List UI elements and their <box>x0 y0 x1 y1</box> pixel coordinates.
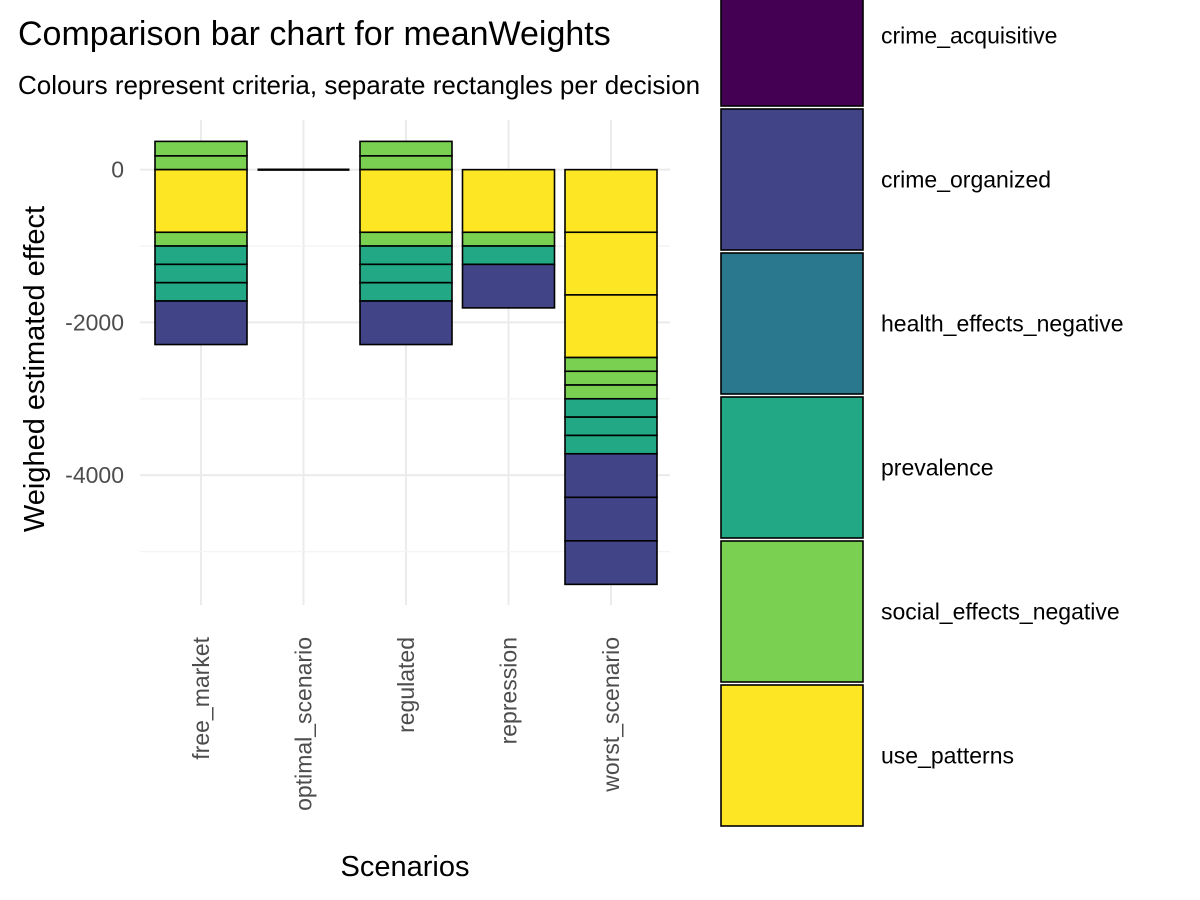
y-tick-label: 0 <box>111 157 124 183</box>
bar-segment-regulated <box>359 155 453 171</box>
y-tick-label: -2000 <box>65 309 124 335</box>
bar-segment-free_market <box>154 300 248 346</box>
x-tick-label: regulated <box>393 637 419 733</box>
bar-segment-regulated <box>359 300 453 346</box>
bar-segment-worst_scenario <box>564 540 658 586</box>
bar-segment-regulated <box>359 281 453 302</box>
bar-segment-free_market <box>154 155 248 171</box>
legend-label: use_patterns <box>881 743 1014 769</box>
y-axis-title: Weighed estimated effect <box>19 206 51 532</box>
bar-segment-worst_scenario <box>564 496 658 542</box>
bar-segment-worst_scenario <box>564 168 658 234</box>
bars-layer <box>154 140 658 586</box>
bar-segment-worst_scenario <box>564 397 658 418</box>
bar-segment-free_market <box>154 263 248 284</box>
bar-segment-free_market <box>154 140 248 157</box>
legend-label: health_effects_negative <box>881 311 1124 337</box>
bar-segment-free_market <box>154 245 248 266</box>
legend-swatch <box>720 396 864 539</box>
bar-segment-regulated <box>359 231 453 247</box>
y-tick-label: -4000 <box>65 462 124 488</box>
bar-segment-regulated <box>359 263 453 284</box>
bar-segment-worst_scenario <box>564 231 658 296</box>
legend-label: prevalence <box>881 455 994 481</box>
legend-label: crime_acquisitive <box>881 23 1057 49</box>
legend-label: crime_organized <box>881 167 1051 193</box>
bar-segment-free_market <box>154 281 248 302</box>
x-tick-label: free_market <box>188 636 214 759</box>
bar-segment-worst_scenario <box>564 416 658 437</box>
bar-segment-regulated <box>359 140 453 157</box>
legend-label: social_effects_negative <box>881 599 1120 625</box>
bar-segment-worst_scenario <box>564 356 658 373</box>
bar-segment-worst_scenario <box>564 452 658 499</box>
x-tick-label: optimal_scenario <box>291 637 317 811</box>
legend-swatch <box>720 540 864 683</box>
chart-subtitle: Colours represent criteria, separate rec… <box>18 70 700 100</box>
bar-segment-worst_scenario <box>564 384 658 400</box>
bar-segment-repression <box>461 245 556 266</box>
bar-segment-regulated <box>359 245 453 266</box>
axes-layer: 0 -2000 -4000 free_market optimal_scenario re… <box>65 157 624 811</box>
legend-swatch <box>720 252 864 395</box>
bar-segment-repression <box>461 231 556 247</box>
legend-swatch <box>720 684 864 827</box>
bar-segment-free_market <box>154 231 248 247</box>
bar-segment-free_market <box>154 168 248 234</box>
bar-segment-worst_scenario <box>564 294 658 359</box>
x-tick-label: repression <box>496 637 522 744</box>
x-tick-label: worst_scenario <box>598 637 624 793</box>
bar-segment-repression <box>461 263 556 309</box>
bar-segment-worst_scenario <box>564 434 658 455</box>
x-axis-title: Scenarios <box>341 851 470 883</box>
bar-segment-regulated <box>359 168 453 234</box>
bar-segment-repression <box>461 168 556 234</box>
legend-swatch <box>720 0 864 107</box>
legend-swatch <box>720 108 864 251</box>
legend: crime_acquisitive crime_organized health_e… <box>720 0 1124 827</box>
bar-segment-worst_scenario <box>564 370 658 386</box>
chart-title: Comparison bar chart for meanWeights <box>18 15 611 53</box>
